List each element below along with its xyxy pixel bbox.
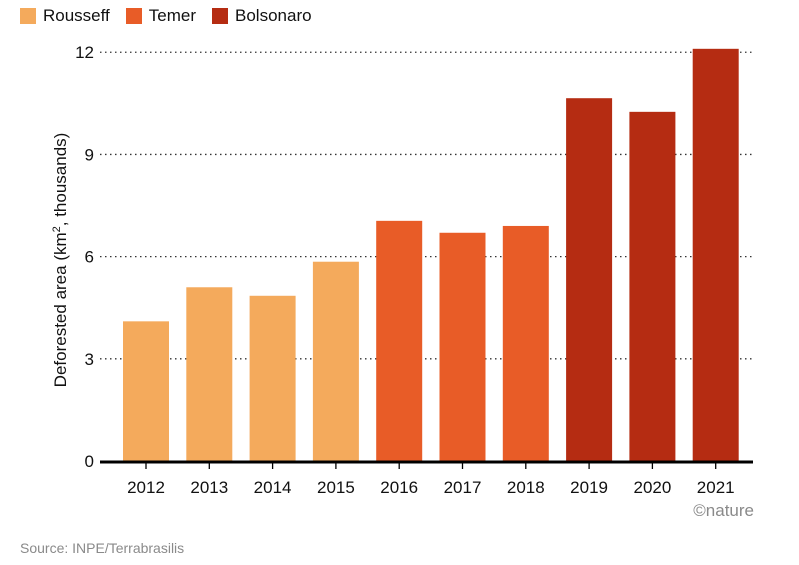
legend-label-bolsonaro: Bolsonaro [235,6,312,25]
y-axis-ticks: 0 3 6 9 12 [75,43,94,471]
legend: Rousseff Temer Bolsonaro [20,6,312,26]
source-note: Source: INPE/Terrabrasilis [20,540,185,556]
bar-2021 [692,48,739,461]
legend-label-rousseff: Rousseff [43,6,110,25]
y-axis-title-main: Deforested area (km [51,232,70,387]
bar-2014 [249,295,296,461]
nature-watermark: ©nature [693,501,754,520]
y-axis-title: Deforested area (km2, thousands) [51,133,70,388]
bar-2013 [186,287,233,461]
bar-2016 [376,220,423,461]
bar-2015 [312,261,359,461]
legend-item-temer: Temer [125,6,197,26]
legend-item-bolsonaro: Bolsonaro [212,6,312,26]
x-tick-label: 2016 [380,478,418,497]
x-tick-label: 2021 [697,478,735,497]
x-tick-label: 2020 [633,478,671,497]
bar-2017 [439,232,486,461]
x-axis-ticks: 2012 2013 2014 2015 2016 2017 2018 2019 2020 2021 [127,463,735,497]
legend-label-temer: Temer [148,6,197,25]
x-tick-label: 2013 [190,478,228,497]
y-tick-label: 12 [75,43,94,62]
grid-lines [100,51,752,360]
legend-swatch-bolsonaro [212,8,229,24]
y-tick-label: 3 [85,350,94,369]
y-tick-label: 9 [85,145,94,164]
y-axis-title-superscript: 2 [51,226,63,232]
y-tick-label: 6 [85,248,94,267]
bar-2020 [629,111,676,461]
x-tick-label: 2014 [254,478,292,497]
y-tick-label: 0 [85,452,94,471]
legend-swatch-temer [125,8,142,24]
legend-swatch-rousseff [20,8,36,24]
x-tick-label: 2019 [570,478,608,497]
x-tick-label: 2017 [444,478,482,497]
x-tick-label: 2015 [317,478,355,497]
bar-2018 [502,225,549,461]
bar-2012 [123,321,169,461]
y-axis-title-units: , thousands) [51,133,70,227]
legend-item-rousseff: Rousseff [20,6,110,26]
x-tick-label: 2018 [507,478,545,497]
bars [123,48,739,462]
x-tick-label: 2012 [127,478,165,497]
bar-2019 [566,98,613,462]
